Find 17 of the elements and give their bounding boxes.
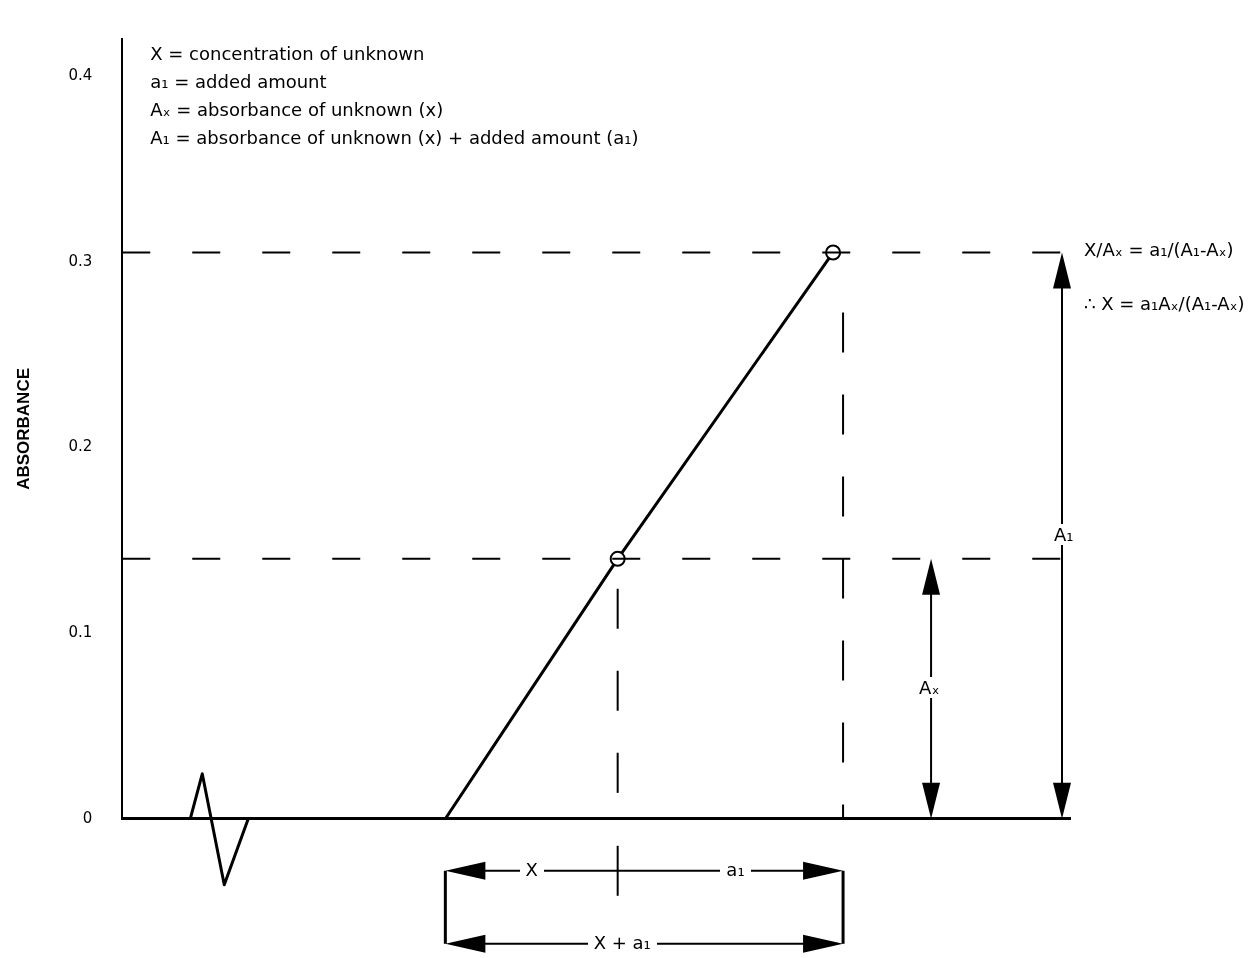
- y-tick-label: 0.4: [68, 66, 93, 85]
- text: X: [519, 858, 544, 880]
- annotation: A₁: [1048, 523, 1080, 545]
- y-tick-label: 0.2: [68, 437, 93, 456]
- y-axis-title: ABSORBANCE: [13, 367, 33, 490]
- text: a₁: [720, 858, 751, 880]
- text: X + a₁: [587, 931, 657, 953]
- annotation: Aₓ: [913, 676, 946, 698]
- annotation: A₁ = absorbance of unknown (x) + added amount (a₁): [150, 127, 639, 148]
- y-tick-label: 0.3: [68, 251, 93, 270]
- text: X/Aₓ = a₁/(A₁-Aₓ): [1084, 238, 1234, 260]
- y-tick-label: 0.1: [68, 623, 93, 642]
- annotation: X = concentration of unknown: [150, 43, 425, 64]
- y-tick-label: 0: [82, 808, 93, 827]
- text: ∴ X = a₁Aₓ/(A₁-Aₓ): [1084, 292, 1245, 314]
- annotation: Aₓ = absorbance of unknown (x): [150, 99, 444, 120]
- annotation: a₁ = added amount: [150, 71, 327, 92]
